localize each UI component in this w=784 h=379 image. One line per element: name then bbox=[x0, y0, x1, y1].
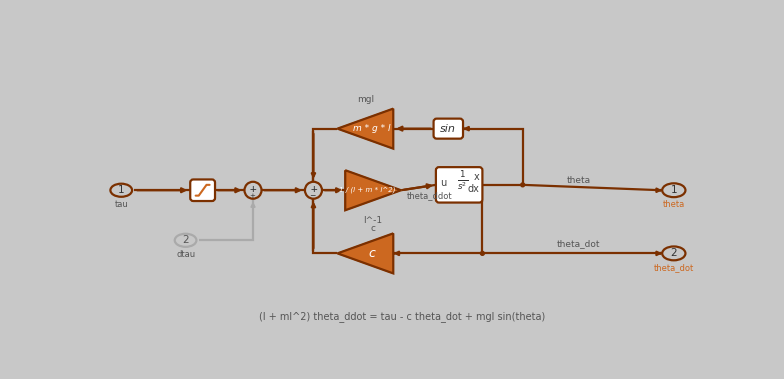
Text: −: − bbox=[310, 191, 316, 200]
Text: dtau: dtau bbox=[176, 250, 195, 259]
Ellipse shape bbox=[111, 184, 132, 197]
Text: sin: sin bbox=[441, 124, 456, 134]
Ellipse shape bbox=[662, 246, 685, 260]
Text: c: c bbox=[371, 224, 376, 233]
Text: tau: tau bbox=[114, 200, 128, 209]
FancyBboxPatch shape bbox=[434, 119, 463, 139]
FancyBboxPatch shape bbox=[436, 167, 482, 202]
Text: 2: 2 bbox=[670, 248, 677, 258]
Text: dx: dx bbox=[467, 184, 479, 194]
FancyBboxPatch shape bbox=[191, 180, 215, 201]
Text: +: + bbox=[249, 193, 255, 199]
Ellipse shape bbox=[175, 234, 197, 247]
Text: theta_dot: theta_dot bbox=[654, 263, 694, 273]
Polygon shape bbox=[337, 109, 394, 149]
Text: u: u bbox=[441, 178, 447, 188]
Circle shape bbox=[245, 182, 262, 199]
Text: mgl: mgl bbox=[357, 95, 374, 104]
Text: theta_ddot: theta_ddot bbox=[407, 191, 453, 200]
Text: 1 / (l + m * l^2): 1 / (l + m * l^2) bbox=[339, 187, 395, 194]
Text: theta_dot: theta_dot bbox=[557, 239, 601, 248]
Text: l^-1: l^-1 bbox=[364, 216, 383, 226]
Circle shape bbox=[481, 251, 485, 255]
Text: +: + bbox=[249, 185, 256, 194]
Text: theta: theta bbox=[566, 176, 590, 185]
Ellipse shape bbox=[662, 183, 685, 197]
Polygon shape bbox=[345, 170, 401, 210]
Text: 1: 1 bbox=[118, 185, 125, 195]
Text: $\frac{1}{s^2}$: $\frac{1}{s^2}$ bbox=[457, 170, 468, 194]
Text: theta: theta bbox=[662, 200, 685, 209]
Text: 2: 2 bbox=[182, 235, 189, 245]
Text: c: c bbox=[368, 247, 375, 260]
Text: 1: 1 bbox=[670, 185, 677, 195]
Text: x: x bbox=[474, 172, 479, 182]
Polygon shape bbox=[337, 233, 394, 273]
Text: +: + bbox=[310, 185, 317, 194]
Text: (l + ml^2) theta_ddot = tau - c theta_dot + mgl sin(theta): (l + ml^2) theta_ddot = tau - c theta_do… bbox=[259, 311, 545, 322]
Text: m * g * l: m * g * l bbox=[353, 124, 390, 133]
Circle shape bbox=[521, 183, 524, 187]
Circle shape bbox=[305, 182, 322, 199]
